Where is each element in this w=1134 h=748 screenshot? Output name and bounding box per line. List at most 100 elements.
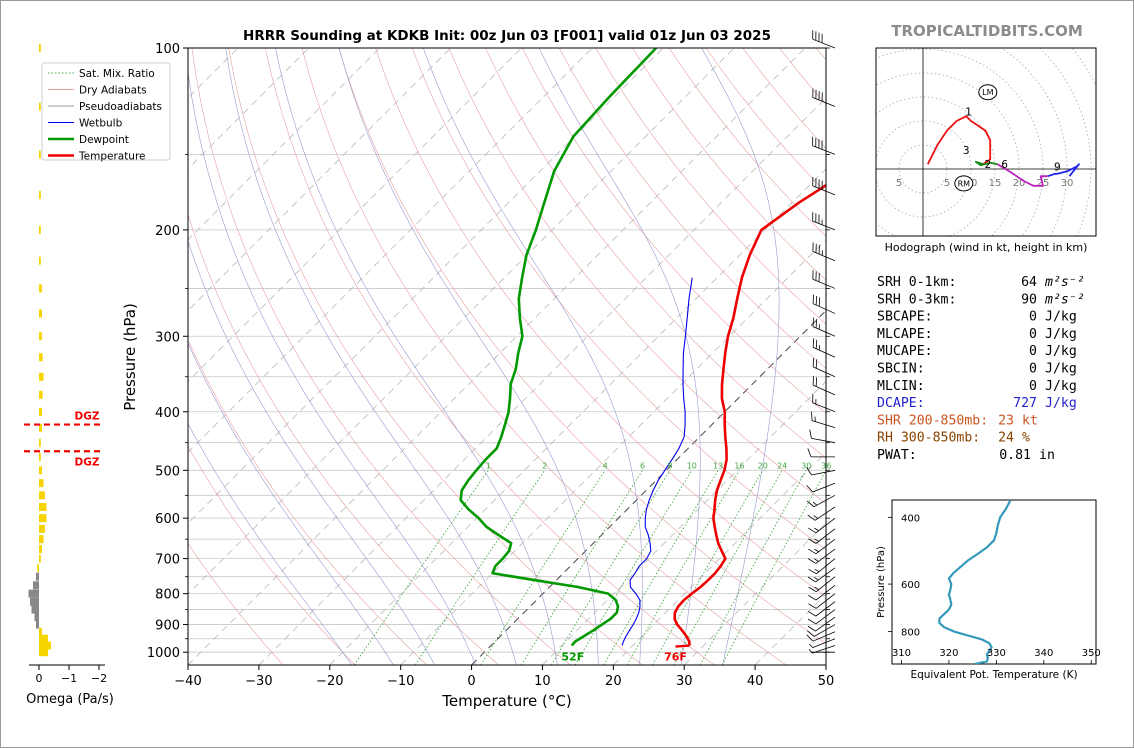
theta-e-y-tick-label: 800 bbox=[901, 627, 920, 638]
wind-barb bbox=[808, 593, 836, 609]
theta-e-x-tick-label: 320 bbox=[939, 648, 958, 659]
wind-barb bbox=[808, 645, 836, 654]
y-tick-label: 500 bbox=[155, 464, 180, 479]
barb-shaft bbox=[815, 567, 836, 583]
legend-label: Pseudoadiabats bbox=[79, 101, 162, 113]
x-tick-label: −30 bbox=[245, 674, 272, 689]
dry-adiabat-line bbox=[188, 213, 499, 665]
mixing-ratio-label: 8 bbox=[667, 461, 672, 470]
legend-label: Wetbulb bbox=[79, 118, 123, 130]
barb-half-flag bbox=[813, 576, 819, 581]
theta-e-x-tick-label: 350 bbox=[1082, 648, 1101, 659]
wind-barb bbox=[812, 136, 836, 155]
y-tick-label: 400 bbox=[155, 406, 180, 421]
barb-shaft bbox=[815, 528, 836, 544]
moist-adiabat-line bbox=[423, 48, 643, 665]
wind-barb bbox=[808, 538, 836, 555]
dry-adiabat-line bbox=[815, 48, 826, 61]
dry-adiabat-line bbox=[448, 48, 826, 504]
barb-shaft bbox=[812, 366, 836, 378]
omega-bar bbox=[39, 256, 41, 265]
mixing-ratio-line bbox=[626, 470, 740, 665]
storm-motion-marker bbox=[978, 84, 998, 101]
legend: Sat. Mix. Ratio Dry Adiabats Pseudoadiabat… bbox=[41, 62, 171, 163]
barb-shaft bbox=[812, 303, 836, 314]
barb-half-flag bbox=[814, 538, 819, 542]
omega-bar bbox=[39, 44, 41, 52]
wind-barb bbox=[812, 270, 836, 289]
barb-flag bbox=[811, 411, 813, 421]
x-tick-label: 0 bbox=[467, 674, 475, 689]
hodograph-axis-label: 15 bbox=[989, 178, 1002, 189]
hodograph-axis-label: 30 bbox=[1061, 178, 1074, 189]
omega-axis-label: Omega (Pa/s) bbox=[26, 692, 114, 707]
index-label: MUCAPE: bbox=[877, 344, 933, 359]
omega-bar bbox=[39, 332, 42, 341]
barb-shaft bbox=[812, 645, 836, 654]
surface-temperature-tick bbox=[675, 644, 690, 648]
barb-shaft bbox=[815, 609, 836, 625]
barb-shaft bbox=[813, 624, 836, 637]
mixing-ratio-line bbox=[353, 470, 489, 665]
barb-flag bbox=[808, 603, 817, 609]
y-tick-label: 700 bbox=[155, 553, 180, 568]
omega-bar bbox=[28, 589, 39, 598]
dry-adiabat-line bbox=[485, 48, 826, 459]
index-label: PWAT: bbox=[877, 448, 917, 463]
barb-shaft bbox=[812, 145, 836, 155]
barb-shaft bbox=[815, 593, 836, 609]
hodograph-segment bbox=[996, 163, 1048, 187]
omega-tick-label: −1 bbox=[61, 672, 77, 685]
barb-shaft bbox=[812, 346, 836, 358]
wind-barb bbox=[812, 30, 836, 49]
theta-e-x-tick-label: 330 bbox=[987, 648, 1006, 659]
surface-temperature-label: 76F bbox=[664, 651, 687, 664]
wind-barb bbox=[812, 393, 836, 413]
index-value: 23 bbox=[998, 413, 1014, 428]
dry-adiabat-line bbox=[188, 339, 428, 665]
theta-e-x-tick-label: 310 bbox=[892, 648, 911, 659]
barb-flag bbox=[808, 568, 817, 575]
isotherm-line bbox=[188, 48, 593, 453]
index-value: 727 bbox=[1013, 396, 1037, 411]
hodograph-km-label: 9 bbox=[1054, 162, 1061, 174]
dry-adiabat-line bbox=[375, 48, 826, 597]
dry-adiabat-line bbox=[188, 542, 284, 665]
mixing-ratio-label: 4 bbox=[603, 461, 608, 470]
dgz-label: DGZ bbox=[75, 411, 100, 423]
wind-barb bbox=[807, 506, 836, 521]
barb-shaft bbox=[813, 494, 836, 508]
omega-bar bbox=[39, 102, 41, 111]
barb-shaft bbox=[815, 548, 836, 564]
surface-dewpoint-label: 52F bbox=[561, 651, 584, 664]
omega-bar bbox=[39, 634, 48, 643]
wind-barb bbox=[807, 567, 836, 583]
wind-barb bbox=[808, 528, 836, 544]
legend-label: Temperature bbox=[78, 151, 146, 163]
mixing-ratio-label: 20 bbox=[758, 461, 768, 470]
barb-shaft bbox=[815, 616, 836, 632]
omega-bar bbox=[39, 372, 44, 381]
y-tick-label: 600 bbox=[155, 512, 180, 527]
barb-half-flag bbox=[809, 643, 814, 648]
hodograph-axis-label: 20 bbox=[1013, 178, 1026, 189]
wind-barb bbox=[808, 558, 836, 575]
wind-barb bbox=[812, 88, 836, 107]
omega-bar bbox=[36, 572, 39, 581]
hodograph-km-label: 2 bbox=[984, 159, 991, 171]
moist-adiabat-line bbox=[701, 48, 780, 665]
barb-flag bbox=[815, 339, 818, 349]
dry-adiabat-line bbox=[191, 48, 571, 665]
omega-bar bbox=[39, 190, 41, 199]
barb-flag bbox=[807, 576, 816, 583]
barb-flag bbox=[818, 297, 821, 307]
omega-bar bbox=[39, 466, 42, 475]
omega-bar bbox=[39, 438, 41, 447]
omega-bar bbox=[39, 627, 42, 636]
barb-shaft bbox=[811, 420, 836, 429]
barb-shaft bbox=[812, 482, 836, 493]
moist-adiabat-line bbox=[188, 423, 353, 665]
theta-e-plot bbox=[938, 500, 1012, 664]
temperature-line bbox=[673, 183, 826, 646]
barb-flag bbox=[809, 429, 812, 439]
